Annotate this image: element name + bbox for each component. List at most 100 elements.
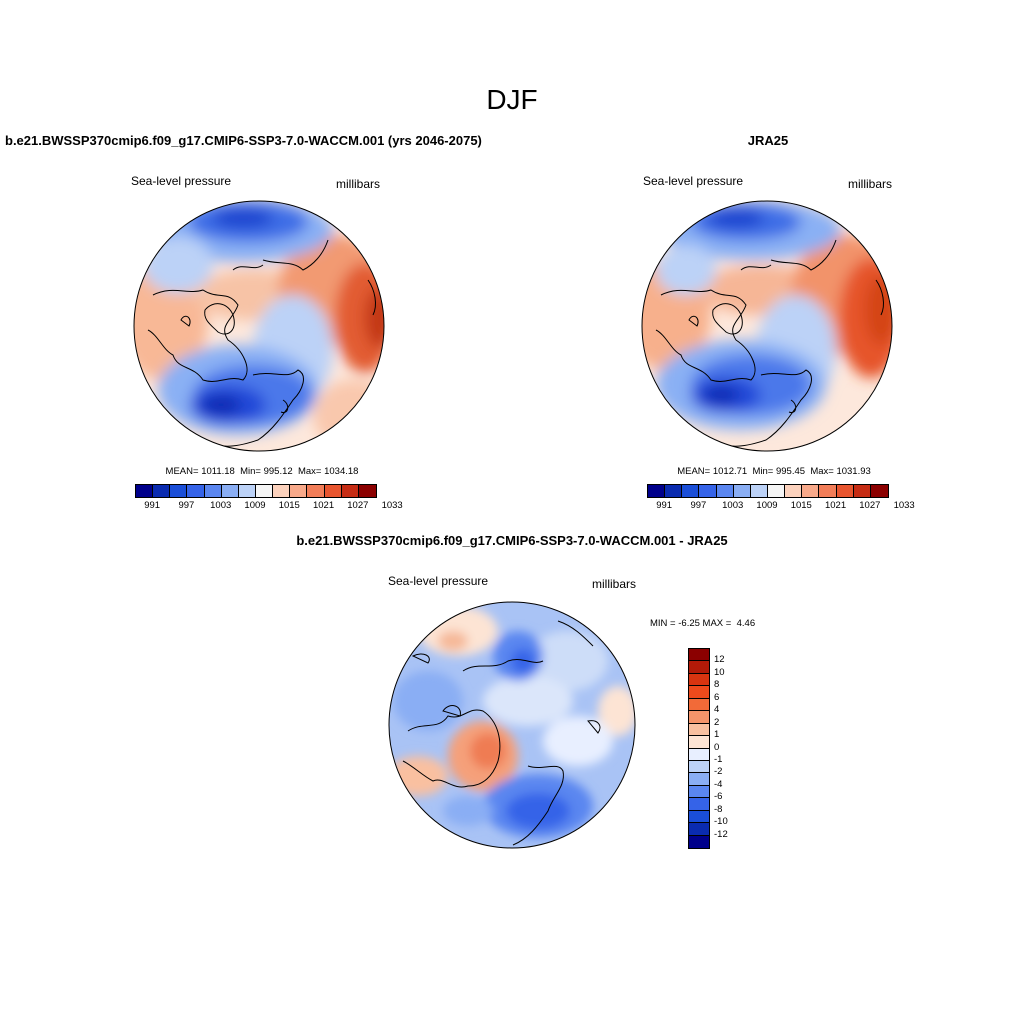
coastlines xyxy=(147,239,376,447)
colorbar-tick-label: 2 xyxy=(714,716,720,728)
colorbar-tick-label: 1009 xyxy=(244,500,266,511)
colorbar-swatch xyxy=(689,823,709,836)
model-stats: MEAN= 1011.18 Min= 995.12 Max= 1034.18 xyxy=(152,466,372,477)
colorbar-swatch xyxy=(689,760,709,774)
colorbar-swatch xyxy=(273,485,291,497)
diff-colorbar xyxy=(688,648,710,849)
map-boundary xyxy=(133,200,385,452)
colorbar-swatch xyxy=(689,785,709,799)
colorbar-swatch xyxy=(341,485,359,497)
colorbar-tick-label: 12 xyxy=(714,654,725,666)
obs-max-label: Max= xyxy=(810,466,834,477)
obs-slp-map xyxy=(641,200,893,452)
colorbar-swatch xyxy=(802,485,820,497)
colorbar-swatch xyxy=(689,698,709,712)
colorbar-tick-label: 991 xyxy=(656,500,673,511)
diff-slp-map xyxy=(388,601,636,849)
coastlines xyxy=(402,620,601,846)
colorbar-swatch xyxy=(689,649,709,662)
map-boundary xyxy=(388,601,636,849)
diff-max-value: 4.46 xyxy=(736,618,756,629)
colorbar-tick-label: -1 xyxy=(714,753,723,765)
model-colorbar-ticks: 991 997 1003 1009 1015 1021 1027 1033 xyxy=(135,500,402,514)
colorbar-swatch xyxy=(204,485,222,497)
colorbar-swatch xyxy=(255,485,274,497)
diff-min-value: -6.25 xyxy=(678,618,700,629)
colorbar-swatch xyxy=(682,485,700,497)
colorbar-swatch xyxy=(689,686,709,699)
colorbar-tick-label: 1003 xyxy=(210,500,232,511)
obs-panel-title: JRA25 xyxy=(747,133,789,148)
colorbar-swatch xyxy=(221,485,239,497)
colorbar-swatch xyxy=(324,485,342,497)
obs-mean-label: MEAN= xyxy=(677,466,711,477)
colorbar-swatch xyxy=(689,723,709,737)
colorbar-swatch xyxy=(836,485,854,497)
colorbar-tick-label: -8 xyxy=(714,803,723,815)
colorbar-tick-label: 4 xyxy=(714,704,720,716)
obs-variable-label: Sea-level pressure xyxy=(643,174,744,188)
colorbar-tick-label: -10 xyxy=(714,816,728,828)
colorbar-swatch xyxy=(689,773,709,786)
colorbar-tick-label: 1009 xyxy=(756,500,778,511)
model-variable-label: Sea-level pressure xyxy=(131,174,232,188)
obs-units-label: millibars xyxy=(848,177,893,191)
model-mean-value: 1011.18 xyxy=(201,466,235,477)
colorbar-tick-label: 1033 xyxy=(381,500,403,511)
obs-colorbar-ticks: 991 997 1003 1009 1015 1021 1027 1033 xyxy=(647,500,914,514)
colorbar-tick-label: 1033 xyxy=(893,500,915,511)
colorbar-tick-label: 1021 xyxy=(824,500,847,511)
colorbar-swatch xyxy=(238,485,256,497)
colorbar-tick-label: 997 xyxy=(690,500,707,511)
colorbar-swatch xyxy=(170,485,188,497)
model-max-value: 1034.18 xyxy=(324,466,359,477)
colorbar-tick-label: -4 xyxy=(714,778,723,790)
model-panel-title: b.e21.BWSSP370cmip6.f09_g17.CMIP6-SSP3-7… xyxy=(5,133,482,148)
colorbar-tick-label: 6 xyxy=(714,691,720,703)
model-min-value: 995.12 xyxy=(263,466,293,477)
colorbar-tick-label: -12 xyxy=(714,828,728,840)
colorbar-tick-label: 1021 xyxy=(312,500,335,511)
model-max-label: Max= xyxy=(297,466,322,477)
colorbar-swatch xyxy=(290,485,308,497)
colorbar-tick-label: 0 xyxy=(714,741,720,753)
colorbar-swatch xyxy=(136,485,154,497)
obs-min-value: 995.45 xyxy=(775,466,806,477)
colorbar-swatch xyxy=(689,835,709,848)
colorbar-swatch xyxy=(689,736,709,749)
colorbar-swatch xyxy=(187,485,205,497)
model-units-label: millibars xyxy=(336,177,381,191)
obs-min-label: Min= xyxy=(752,466,774,477)
colorbar-swatch xyxy=(665,485,683,497)
colorbar-swatch xyxy=(358,485,376,497)
diff-panel-title: b.e21.BWSSP370cmip6.f09_g17.CMIP6-SSP3-7… xyxy=(296,533,728,548)
diff-colorbar-ticks: 12 10 8 6 4 2 1 0 -1 -2 -4 -6 -8 -10 -12 xyxy=(714,648,754,847)
colorbar-tick-label: -6 xyxy=(714,791,723,803)
colorbar-swatch xyxy=(785,485,803,497)
colorbar-swatch xyxy=(307,485,325,497)
diff-max-label: MAX = xyxy=(702,618,732,629)
colorbar-tick-label: 10 xyxy=(714,666,725,678)
colorbar-tick-label: 1027 xyxy=(347,500,369,511)
colorbar-tick-label: 8 xyxy=(714,679,720,691)
colorbar-swatch xyxy=(689,673,709,687)
colorbar-tick-label: 1015 xyxy=(790,500,812,511)
coastlines xyxy=(655,239,884,447)
colorbar-swatch xyxy=(699,485,717,497)
colorbar-swatch xyxy=(689,711,709,724)
obs-max-value: 1031.93 xyxy=(836,466,871,477)
colorbar-swatch xyxy=(689,798,709,811)
model-slp-map xyxy=(133,200,385,452)
colorbar-tick-label: 1015 xyxy=(278,500,300,511)
colorbar-swatch xyxy=(819,485,837,497)
model-colorbar xyxy=(135,484,377,498)
colorbar-tick-label: -2 xyxy=(714,766,723,778)
colorbar-swatch xyxy=(750,485,768,497)
colorbar-swatch xyxy=(689,661,709,674)
model-mean-label: MEAN= xyxy=(165,466,199,477)
colorbar-tick-label: 1003 xyxy=(722,500,744,511)
colorbar-tick-label: 991 xyxy=(144,500,161,511)
colorbar-swatch xyxy=(689,810,709,824)
colorbar-swatch xyxy=(853,485,871,497)
colorbar-swatch xyxy=(153,485,171,497)
